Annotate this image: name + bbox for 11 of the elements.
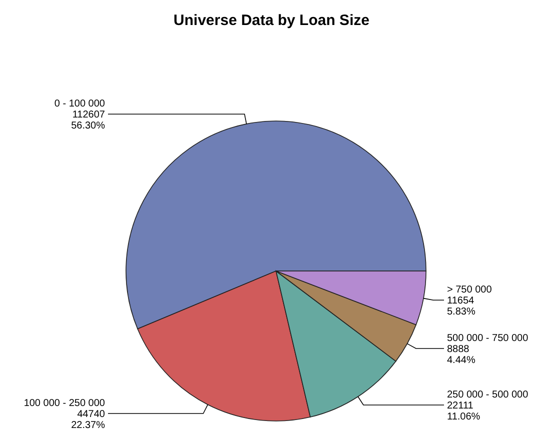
data-label: 44740 22.37% (71, 409, 106, 432)
slice-label: 250 000 - 500 000 (447, 390, 529, 400)
slice-label: 500 000 - 750 000 (447, 333, 529, 344)
data-label: 8888 4.44% (447, 344, 476, 366)
data-label: 11654 5.83% (447, 296, 476, 318)
slice-label: > 750 000 (447, 284, 492, 296)
slice-label: 100 000 - 250 000 (24, 398, 106, 410)
data-label: 112607 56.30% (71, 110, 106, 132)
data-label: 22111 11.06% (447, 400, 480, 422)
chart-title: Universe Data by Loan Size (172, 12, 370, 29)
slice-label: 0 - 100 000 (54, 98, 106, 110)
